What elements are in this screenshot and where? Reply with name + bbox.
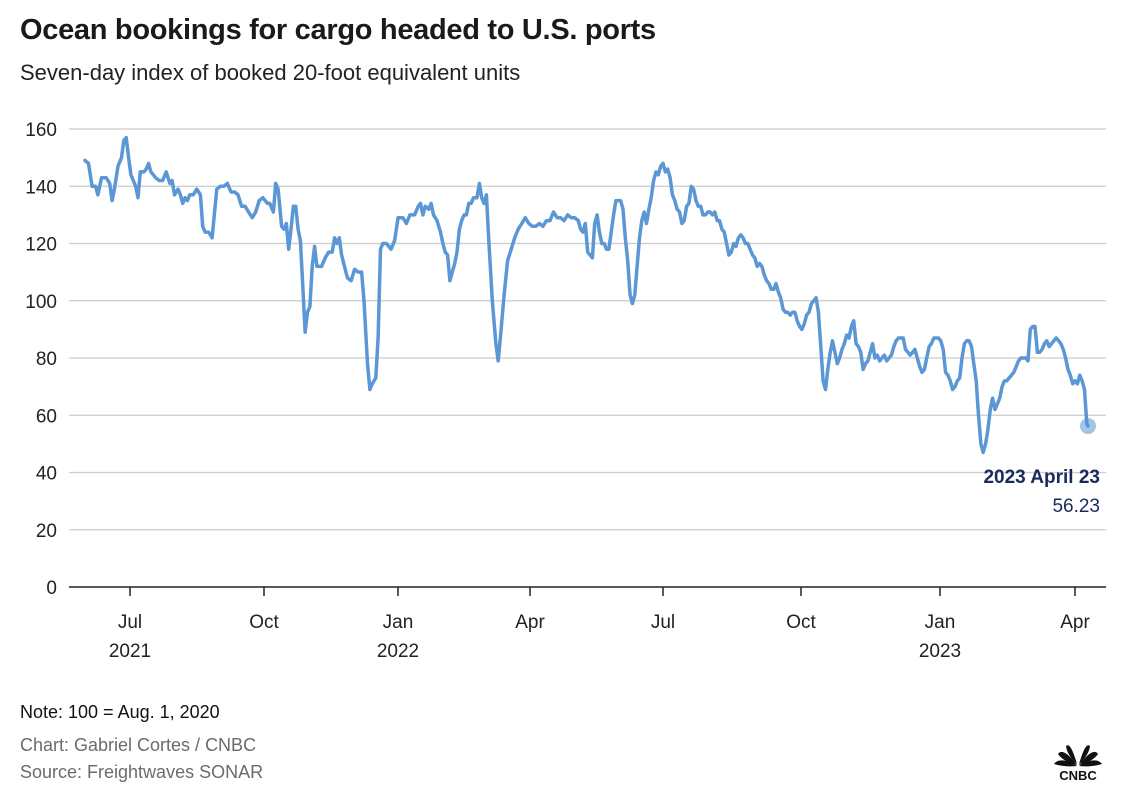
- y-tick-label: 160: [25, 120, 57, 141]
- footer-note: Note: 100 = Aug. 1, 2020: [20, 702, 220, 722]
- annotation-value: 56.23: [1052, 496, 1100, 517]
- x-tick-label: Apr: [515, 612, 545, 633]
- y-tick-label: 120: [25, 235, 57, 256]
- x-tick-label: Jan: [383, 612, 414, 633]
- x-tick-label: Jul: [651, 612, 675, 633]
- gridlines: [69, 128, 1106, 531]
- svg-text:CNBC: CNBC: [1059, 768, 1097, 782]
- y-tick-label: 0: [46, 578, 57, 599]
- chart-title: Ocean bookings for cargo headed to U.S. …: [20, 14, 656, 46]
- series-line: [83, 135, 1090, 455]
- x-tick-label: Oct: [249, 612, 279, 633]
- cnbc-peacock-logo-icon: CNBC: [1054, 745, 1102, 782]
- x-tick-label: Jan: [925, 612, 956, 633]
- x-tick-year-label: 2022: [377, 641, 419, 662]
- chart-subtitle: Seven-day index of booked 20-foot equiva…: [20, 60, 521, 85]
- y-tick-label: 20: [36, 521, 57, 542]
- source-credit: Source: Freightwaves SONAR: [20, 762, 264, 782]
- chart-credit: Chart: Gabriel Cortes / CNBC: [20, 735, 257, 755]
- y-tick-label: 140: [25, 177, 57, 198]
- y-tick-label: 100: [25, 292, 57, 313]
- y-tick-label: 60: [36, 406, 57, 427]
- x-tick-label: Oct: [786, 612, 816, 633]
- x-axis: Jul 2021 Oct Jan 2022 Apr Jul Oct Jan 2023 Apr: [69, 586, 1106, 662]
- x-tick-year-label: 2021: [109, 641, 151, 662]
- annotation-date: 2023 April 23: [983, 467, 1100, 488]
- end-point-marker: [1080, 418, 1096, 435]
- y-axis-ticks: 0 20 40 60 80 100 120 140 160: [25, 120, 57, 599]
- x-tick-year-label: 2023: [919, 641, 961, 662]
- x-tick-label: Apr: [1060, 612, 1090, 633]
- y-tick-label: 40: [36, 464, 57, 485]
- x-tick-label: Jul: [118, 612, 142, 633]
- y-tick-label: 80: [36, 349, 57, 370]
- line-chart: 0 20 40 60 80 100 120 140 160 Jul 2021 Oct Jan 2022 A…: [25, 120, 1106, 662]
